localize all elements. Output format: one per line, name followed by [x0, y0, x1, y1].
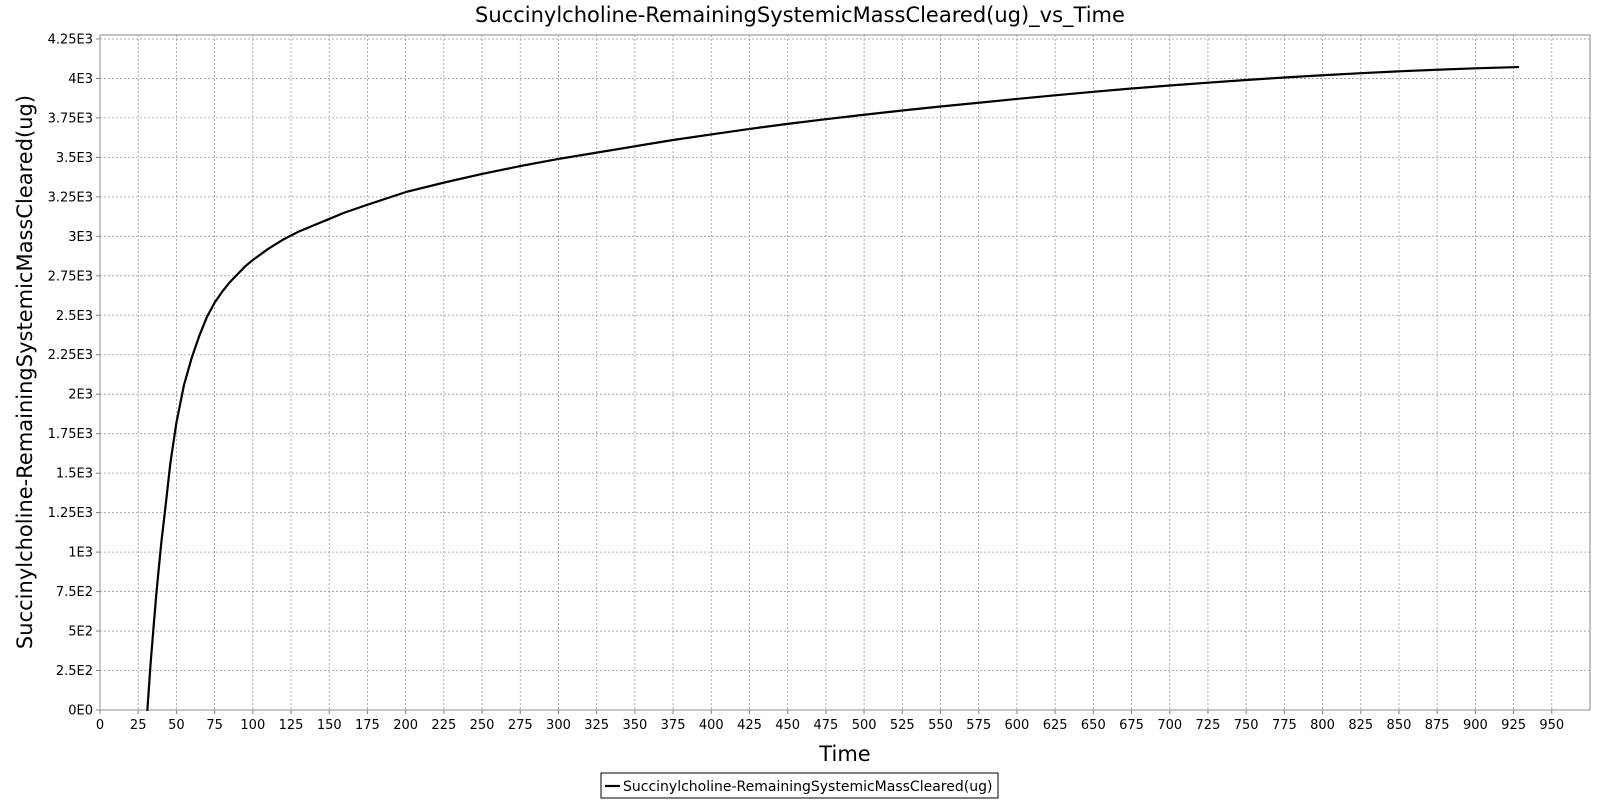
x-tick-label: 50 — [168, 718, 185, 733]
chart-title: Succinylcholine-RemainingSystemicMassCle… — [475, 3, 1125, 28]
x-axis-title: Time — [818, 742, 870, 766]
x-tick-label: 850 — [1387, 718, 1412, 733]
y-tick-label: 1.25E3 — [48, 506, 93, 521]
x-tick-label: 200 — [393, 718, 418, 733]
x-tick-label: 750 — [1234, 718, 1259, 733]
y-tick-label: 2.5E2 — [56, 664, 93, 679]
x-tick-label: 675 — [1119, 718, 1144, 733]
x-tick-label: 325 — [584, 718, 609, 733]
x-tick-label: 875 — [1425, 718, 1450, 733]
x-tick-label: 225 — [431, 718, 456, 733]
y-tick-label: 5E2 — [68, 625, 93, 640]
y-tick-label: 0E0 — [68, 704, 93, 719]
y-tick-label: 2.25E3 — [48, 348, 93, 363]
x-tick-label: 775 — [1272, 718, 1297, 733]
x-tick-label: 950 — [1539, 718, 1564, 733]
y-tick-label: 3.25E3 — [48, 190, 93, 205]
x-tick-label: 450 — [775, 718, 800, 733]
x-tick-label: 900 — [1463, 718, 1488, 733]
y-tick-label: 7.5E2 — [56, 585, 93, 600]
x-tick-label: 575 — [966, 718, 991, 733]
x-tick-label: 525 — [890, 718, 915, 733]
x-tick-label: 700 — [1157, 718, 1182, 733]
y-tick-label: 4E3 — [68, 72, 93, 87]
y-tick-label: 1.75E3 — [48, 427, 93, 442]
x-tick-label: 0 — [96, 718, 104, 733]
y-tick-label: 2E3 — [68, 388, 93, 403]
y-tick-label: 4.25E3 — [48, 32, 93, 47]
x-tick-label: 275 — [508, 718, 533, 733]
x-axis: 0 25 50 75 100 125 150 175 200 225 250 275 300 325 350… — [96, 710, 1564, 733]
y-tick-label: 1.5E3 — [56, 467, 93, 482]
x-tick-label: 550 — [928, 718, 953, 733]
legend: Succinylcholine-RemainingSystemicMassCle… — [600, 772, 999, 799]
x-tick-label: 300 — [546, 718, 571, 733]
x-tick-label: 375 — [661, 718, 686, 733]
series-line — [146, 65, 1520, 712]
x-tick-label: 600 — [1005, 718, 1030, 733]
series-layer — [146, 65, 1520, 712]
y-tick-label: 2.75E3 — [48, 269, 93, 284]
y-axis-title: Succinylcholine-RemainingSystemicMassCle… — [13, 95, 37, 649]
x-tick-label: 250 — [470, 718, 495, 733]
x-tick-label: 625 — [1043, 718, 1068, 733]
x-tick-label: 500 — [852, 718, 877, 733]
x-tick-label: 475 — [813, 718, 838, 733]
x-tick-label: 425 — [737, 718, 762, 733]
x-tick-label: 925 — [1501, 718, 1526, 733]
y-tick-label: 3.5E3 — [56, 151, 93, 166]
x-tick-label: 75 — [206, 718, 223, 733]
legend-label: Succinylcholine-RemainingSystemicMassCle… — [623, 779, 992, 795]
y-axis: 0E0 2.5E2 5E2 7.5E2 1E3 1.25E3 1.5E3 1.75E3 2E3 2… — [48, 32, 100, 719]
x-tick-label: 125 — [279, 718, 304, 733]
grid-lines — [99, 35, 1590, 711]
x-tick-label: 650 — [1081, 718, 1106, 733]
x-tick-label: 350 — [622, 718, 647, 733]
x-tick-label: 150 — [317, 718, 342, 733]
x-tick-label: 175 — [355, 718, 380, 733]
y-tick-label: 3.75E3 — [48, 111, 93, 126]
plot-frame — [99, 34, 1591, 711]
y-tick-label: 2.5E3 — [56, 309, 93, 324]
x-tick-label: 400 — [699, 718, 724, 733]
x-tick-label: 825 — [1348, 718, 1373, 733]
legend-box — [600, 772, 999, 799]
plot-area — [99, 34, 1591, 712]
x-tick-label: 800 — [1310, 718, 1335, 733]
y-tick-label: 3E3 — [68, 230, 93, 245]
x-tick-label: 25 — [130, 718, 147, 733]
x-tick-label: 100 — [240, 718, 265, 733]
y-tick-label: 1E3 — [68, 546, 93, 561]
x-tick-label: 725 — [1196, 718, 1221, 733]
